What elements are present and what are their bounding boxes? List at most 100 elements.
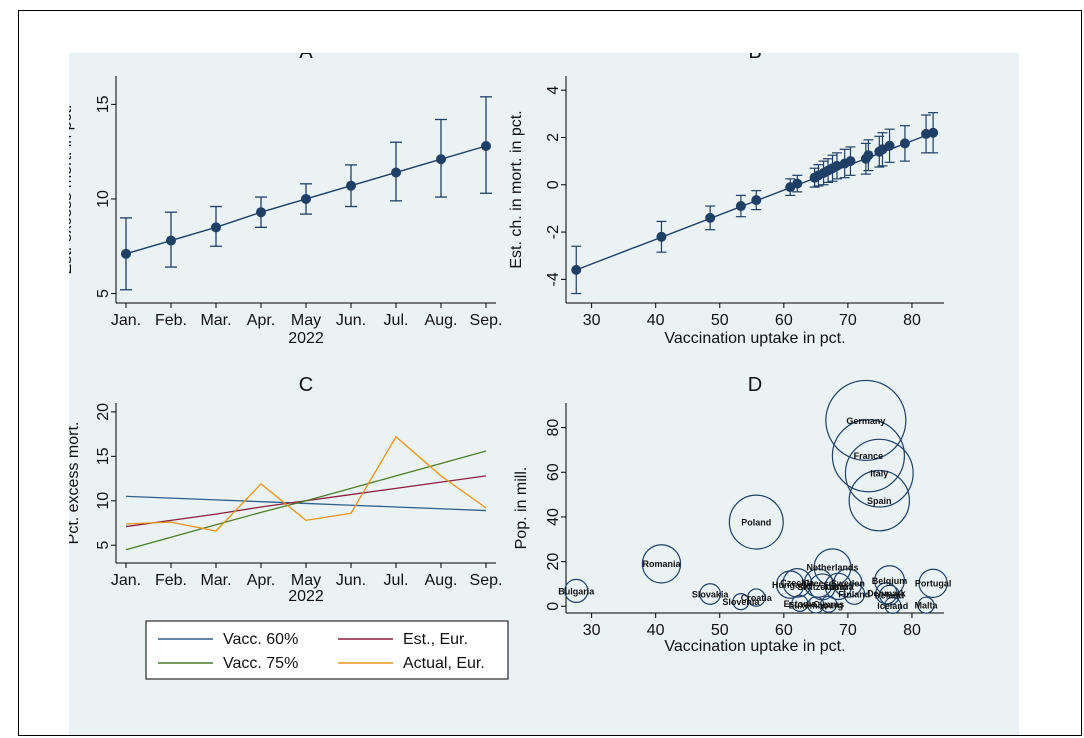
panel-d-bubble xyxy=(833,568,863,598)
panel-b-ytick-label: 2 xyxy=(545,133,562,142)
panel-d-xtick-label: 80 xyxy=(903,622,921,639)
panel-d-point-label: Spain xyxy=(867,496,892,506)
panel-a-point xyxy=(301,193,311,204)
panel-d-bubble xyxy=(844,438,914,508)
panel-d-bubble xyxy=(782,568,813,598)
panel-d-point-label: Romania xyxy=(642,559,681,569)
panel-a-point xyxy=(436,154,446,165)
panel-b-ytick-label: 0 xyxy=(545,180,562,189)
panel-c-title: C xyxy=(299,374,313,396)
panel-c-xtick-label: Aug. xyxy=(425,572,458,589)
panel-a-ytick-label: 10 xyxy=(95,190,112,208)
panel-d-point-label: Estonia xyxy=(784,599,818,609)
panel-b-xtick-label: 60 xyxy=(775,312,793,329)
panel-b-point xyxy=(928,127,939,138)
panel-d-bubble xyxy=(831,419,906,493)
panel-d-point-label: Ireland xyxy=(875,591,905,601)
panel-d-point-label: Cyprus xyxy=(813,600,844,610)
panel-b-xtick-label: 30 xyxy=(583,312,601,329)
panel-c-legend-box xyxy=(145,620,509,680)
panel-d-xtick-label: 50 xyxy=(711,622,729,639)
panel-c-xtick-label: May xyxy=(291,572,321,589)
panel-d-xtick-label: 40 xyxy=(647,622,665,639)
panel-b-point xyxy=(735,201,746,212)
panel-c-series-line-3 xyxy=(125,435,487,532)
panel-c-xtick-label: Jan. xyxy=(111,572,141,589)
panel-d-bubble xyxy=(874,565,906,597)
panel-d-xtick-label: 70 xyxy=(839,622,857,639)
panel-a-xtick-label: Jan. xyxy=(111,312,141,329)
panel-a-ytick-label: 15 xyxy=(95,95,112,113)
panel-d-bubble xyxy=(843,583,866,605)
panel-d-point-label: Denmark xyxy=(867,589,907,599)
panel-d-ytick-label: 40 xyxy=(545,508,562,526)
panel-a-ytick-label: 5 xyxy=(95,289,112,298)
panel-d-point-label: Greece xyxy=(803,578,834,588)
panel-c-ylabel: Pct. excess mort. xyxy=(69,422,82,545)
panel-a-ylabel: Est. excess mort. in pct. xyxy=(69,105,75,275)
figure-frame: A 5 10 15 Jan. Feb. Mar. Apr. May Jun. Jul. Aug. Sep… xyxy=(18,10,1082,736)
panel-d-bubble xyxy=(813,548,852,587)
panel-a-xtick-label: Feb. xyxy=(155,312,187,329)
panel-c-ytick-label: 5 xyxy=(95,541,112,550)
panel-a-point xyxy=(211,222,221,233)
panel-d-point-label: Malta xyxy=(915,601,939,611)
panel-c-xtick-label: Sep. xyxy=(470,572,503,589)
panel-b-xlabel: Vaccination uptake in pct. xyxy=(664,330,845,347)
panel-c-xtick-label: Apr. xyxy=(247,572,275,589)
panel-d-point-label: Sweden xyxy=(831,578,865,588)
panel-b-xtick-label: 50 xyxy=(711,312,729,329)
panel-d-point-label: Germany xyxy=(846,416,885,426)
panel-b-point xyxy=(832,160,843,171)
panel-c-series-line-2 xyxy=(125,450,487,551)
panel-b-point xyxy=(863,150,874,161)
panel-b-point xyxy=(656,231,667,242)
panel-d-bubble xyxy=(641,544,682,584)
panel-d-bubble xyxy=(884,596,902,615)
panel-d-point-label: Belgium xyxy=(872,576,908,586)
panel-b-xtick-label: 70 xyxy=(839,312,857,329)
panel-a-point xyxy=(481,140,491,151)
panel-d-xtick-label: 30 xyxy=(583,622,601,639)
panel-d-bubble xyxy=(820,595,838,613)
panel-d-bubble xyxy=(918,568,948,598)
panel-d-bubble xyxy=(699,583,722,605)
panel-a-title: A xyxy=(299,53,313,63)
panel-b-ylabel: Est. ch. in mort. in pct. xyxy=(508,110,525,268)
panel-d-point-label: Switzerland xyxy=(797,582,847,592)
panel-d-point-label: Netherlands xyxy=(807,563,859,573)
panel-a-xlabel: 2022 xyxy=(288,330,324,347)
panel-c-ytick-label: 15 xyxy=(95,447,112,465)
panel-c-legend-label: Vacc. 60% xyxy=(223,631,298,648)
panel-d-point-label: Austria xyxy=(823,582,855,592)
panel-c-xtick-label: Mar. xyxy=(200,572,231,589)
panel-d-bubble xyxy=(807,596,825,614)
panel-b-point xyxy=(884,140,895,151)
panel-a-point xyxy=(166,235,176,246)
chart-svg: A 5 10 15 Jan. Feb. Mar. Apr. May Jun. Jul. Aug. Sep… xyxy=(69,53,952,680)
panel-a-xtick-label: Aug. xyxy=(425,312,458,329)
panel-b-title: B xyxy=(748,53,761,63)
panel-d-point-label: Croatia xyxy=(741,593,773,603)
panel-b-xtick-label: 80 xyxy=(903,312,921,329)
panel-d-point-label: Portugal xyxy=(915,579,952,589)
panel-b-point xyxy=(899,138,910,149)
panel-a-xtick-label: Apr. xyxy=(247,312,275,329)
panel-a-xtick-label: Sep. xyxy=(470,312,503,329)
panel-d-bubble xyxy=(747,588,766,607)
panel-a-point xyxy=(256,207,266,218)
figure-area: A 5 10 15 Jan. Feb. Mar. Apr. May Jun. Jul. Aug. Sep… xyxy=(69,53,1019,735)
panel-d-ylabel: Pop. in mill. xyxy=(513,467,530,550)
panel-d-bubble xyxy=(848,469,911,532)
panel-a-xtick-label: Mar. xyxy=(200,312,231,329)
panel-c-xlabel: 2022 xyxy=(288,588,324,605)
panel-d-bubble xyxy=(917,596,935,614)
panel-a-xtick-label: May xyxy=(291,312,321,329)
panel-d-point-label: Hungary xyxy=(772,580,809,590)
panel-d-bubble xyxy=(564,578,589,604)
panel-a-xtick-label: Jul. xyxy=(384,312,409,329)
panel-d-ytick-label: 20 xyxy=(545,553,562,571)
panel-c-xtick-label: Jun. xyxy=(336,572,366,589)
panel-d-point-label: Czechia xyxy=(780,578,815,588)
panel-b-ytick-label: 4 xyxy=(545,86,562,95)
